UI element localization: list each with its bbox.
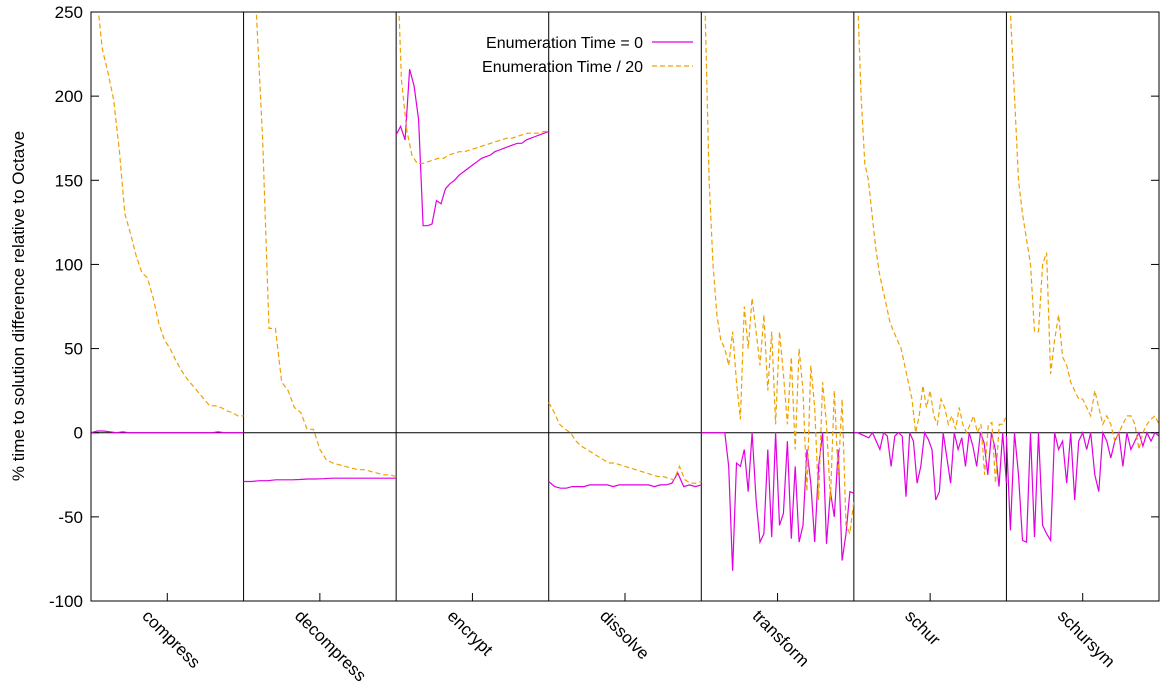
- series-1-transform-line: [701, 432, 855, 571]
- legend-label-2: Enumeration Time / 20: [482, 59, 643, 76]
- plot-frame: [90, 11, 1160, 602]
- series-1-schursym-line: [1005, 430, 1159, 543]
- series-layer: [91, 12, 1159, 571]
- series-2-decompress-line: [255, 12, 397, 478]
- legend: Enumeration Time = 0 Enumeration Time / 2…: [482, 35, 693, 76]
- y-tick-label: 150: [55, 171, 83, 190]
- y-axis: -100 -50 0 50 100 150 200 250: [49, 3, 1159, 611]
- y-tick-label: -100: [49, 592, 83, 611]
- series-2-transform-line: [704, 12, 855, 536]
- series-1-dissolve-line: [548, 471, 702, 489]
- series-2-dissolve-line: [548, 402, 702, 484]
- series-2-schur-line: [857, 12, 1007, 484]
- y-tick-label: 100: [55, 255, 83, 274]
- y-tick-label: 0: [74, 424, 83, 443]
- panel-dividers: [243, 12, 1007, 601]
- series-1-schur-line: [853, 430, 1007, 501]
- series-2-compress-line: [97, 12, 244, 417]
- series-1-compress-line: [91, 430, 244, 434]
- y-tick-label: 250: [55, 3, 83, 22]
- y-tick-label: 50: [64, 340, 83, 359]
- series-2-encrypt-line: [398, 12, 549, 165]
- series-2-schursym-line: [1009, 12, 1159, 450]
- series-1-decompress-line: [243, 477, 397, 483]
- series-1-encrypt-line: [395, 69, 549, 227]
- y-tick-label: 200: [55, 87, 83, 106]
- y-tick-label: -50: [58, 508, 83, 527]
- legend-label-1: Enumeration Time = 0: [486, 35, 643, 52]
- y-axis-label: % time to solution difference relative t…: [9, 131, 28, 481]
